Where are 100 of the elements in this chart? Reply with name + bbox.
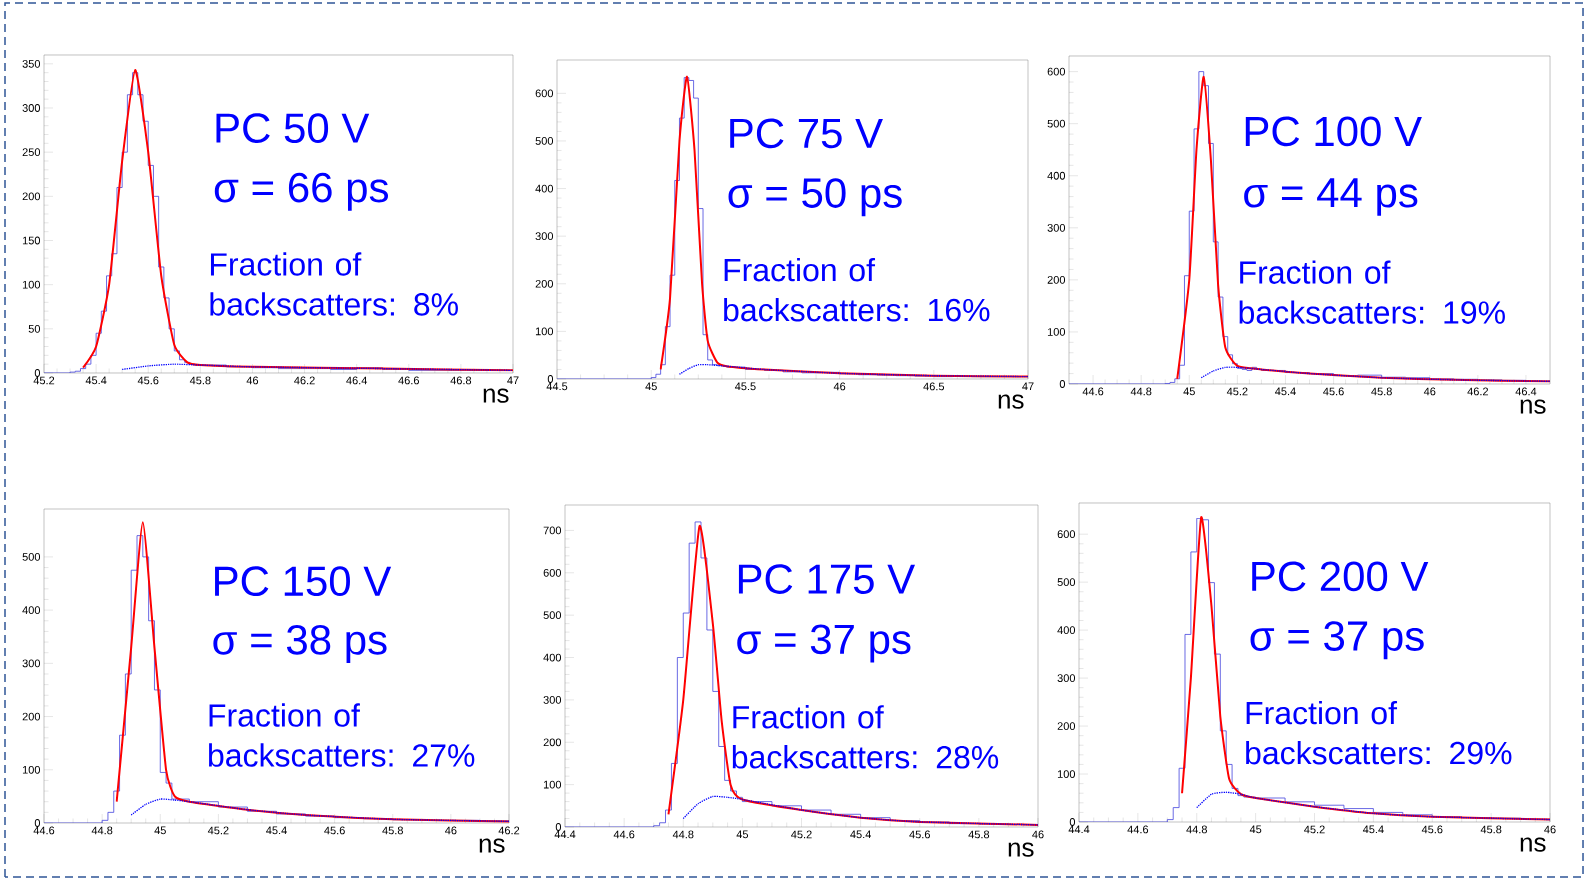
annotation: Fraction of backscatters: 27% — [209, 703, 475, 767]
y-tick-label: 400 — [22, 606, 41, 615]
line-series — [115, 521, 510, 823]
y-tick-label: 300 — [22, 104, 41, 112]
x-tick-label: 46.5 — [923, 382, 945, 391]
x-tick-label: 45.5 — [734, 382, 756, 391]
x-tick-label: 45.2 — [33, 376, 55, 385]
x-tick-label: 46 — [246, 376, 259, 385]
line-series — [667, 525, 1039, 826]
x-tick-label: 45.4 — [266, 826, 287, 835]
x-tick-label: 45.4 — [1362, 825, 1384, 834]
y-tick-label: 300 — [1057, 674, 1076, 682]
y-tick-label: 300 — [1047, 223, 1066, 232]
line-series — [121, 363, 514, 371]
y-tick-label: 200 — [535, 279, 554, 288]
y-tick-label: 400 — [535, 184, 554, 193]
y-tick-label: 200 — [543, 738, 562, 747]
y-tick-label: 100 — [543, 780, 562, 789]
x-axis-title: ns — [1008, 842, 1034, 857]
x-tick-label: 45.6 — [1323, 387, 1344, 396]
annotation: PC 200 V — [1252, 561, 1429, 592]
x-tick-label: 44.8 — [1186, 825, 1207, 834]
x-tick-label: 45.6 — [137, 376, 159, 385]
y-tick-label: 250 — [22, 148, 41, 157]
x-tick-label: 45.2 — [791, 830, 812, 839]
y-tick-label: 0 — [1069, 818, 1076, 826]
y-tick-label: 50 — [28, 324, 41, 333]
annotation: σ = 37 ps — [737, 624, 911, 663]
x-tick-label: 47 — [1022, 382, 1034, 391]
x-tick-label: 45.4 — [85, 376, 107, 385]
y-tick-label: 100 — [1047, 328, 1066, 336]
line-series — [1181, 516, 1551, 821]
line-series — [1196, 791, 1551, 821]
y-tick-label: 600 — [1047, 67, 1066, 76]
line-series — [1200, 366, 1551, 383]
x-tick-label: 45 — [736, 830, 749, 839]
y-tick-label: 700 — [543, 526, 562, 535]
y-tick-label: 0 — [34, 819, 41, 827]
x-tick-label: 45 — [645, 382, 657, 391]
y-tick-label: 100 — [1057, 770, 1076, 778]
x-tick-label: 45.8 — [1480, 825, 1502, 834]
x-tick-label: 44.4 — [1068, 825, 1090, 834]
y-tick-label: 200 — [22, 712, 41, 721]
x-tick-label: 45.2 — [1304, 825, 1325, 834]
y-tick-label: 400 — [1047, 171, 1066, 180]
x-tick-label: 44.8 — [672, 830, 694, 839]
y-tick-label: 150 — [22, 236, 41, 245]
x-tick-label: 46.8 — [450, 376, 472, 385]
line-series — [682, 795, 1039, 826]
x-axis-title: ns — [1520, 837, 1546, 852]
y-tick-label: 0 — [547, 375, 554, 383]
y-tick-label: 600 — [535, 89, 554, 98]
y-tick-label: 300 — [543, 696, 562, 704]
y-tick-label: 500 — [543, 611, 562, 620]
x-tick-label: 46.4 — [346, 376, 368, 385]
x-tick-label: 46 — [1032, 830, 1044, 839]
annotation: Fraction of backscatters: 8% — [210, 252, 458, 316]
x-tick-label: 44.8 — [91, 826, 113, 835]
y-tick-label: 0 — [555, 823, 562, 831]
y-tick-label: 500 — [22, 553, 41, 561]
x-tick-label: 45.4 — [850, 830, 871, 839]
x-tick-label: 45.2 — [1226, 387, 1248, 396]
x-tick-label: 44.4 — [554, 830, 576, 839]
annotation: PC 150 V — [215, 566, 392, 597]
x-tick-label: 45 — [1183, 387, 1195, 396]
x-axis-title: ns — [483, 388, 509, 403]
line-series — [1176, 75, 1551, 383]
y-tick-label: 400 — [543, 653, 562, 662]
y-tick-label: 100 — [22, 765, 41, 774]
annotation: Fraction of backscatters: 16% — [724, 257, 990, 322]
x-tick-label: 45.6 — [909, 830, 930, 839]
annotation: σ = 66 ps — [214, 172, 389, 211]
x-tick-label: 45.6 — [324, 826, 345, 835]
annotation: Fraction of backscatters: 19% — [1239, 260, 1505, 324]
x-tick-label: 46.4 — [1515, 387, 1537, 396]
annotation: PC 75 V — [730, 118, 883, 149]
x-tick-label: 46 — [1544, 825, 1556, 834]
x-tick-label: 44.5 — [546, 382, 568, 391]
y-tick-label: 400 — [1057, 626, 1076, 635]
x-tick-label: 44.6 — [33, 826, 55, 835]
x-tick-label: 45.8 — [189, 376, 211, 385]
line-series — [659, 75, 1029, 378]
y-tick-label: 350 — [22, 59, 41, 68]
y-tick-label: 500 — [1047, 119, 1066, 128]
y-tick-label: 600 — [543, 568, 562, 577]
line-series — [678, 363, 1029, 378]
x-tick-label: 46 — [833, 382, 846, 391]
y-tick-label: 100 — [22, 280, 41, 289]
x-tick-label: 45.4 — [1275, 387, 1296, 396]
x-tick-label: 44.6 — [613, 830, 635, 839]
x-tick-label: 44.6 — [1082, 387, 1104, 396]
annotation: σ = 50 ps — [728, 178, 902, 217]
x-axis-title: ns — [1520, 399, 1546, 414]
x-tick-label: 47 — [507, 376, 519, 385]
x-tick-label: 46 — [1423, 387, 1436, 396]
x-tick-label: 46.2 — [294, 376, 315, 385]
annotation: PC 100 V — [1245, 116, 1422, 147]
y-tick-label: 300 — [535, 232, 554, 241]
annotation: σ = 38 ps — [213, 625, 387, 664]
x-axis-title: ns — [479, 838, 505, 853]
